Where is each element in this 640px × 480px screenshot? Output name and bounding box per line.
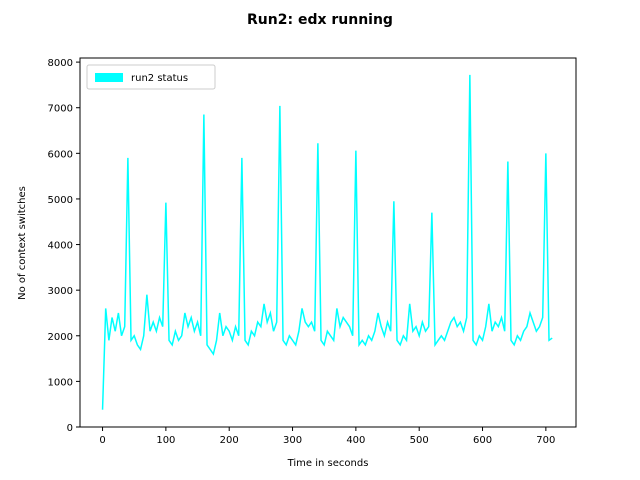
x-tick-label: 200 (220, 435, 239, 446)
x-tick-label: 300 (283, 435, 302, 446)
legend-box (86, 64, 216, 90)
y-tick-label: 6000 (48, 149, 73, 160)
axes-frame (79, 57, 577, 428)
x-axis-label: Time in seconds (287, 458, 369, 469)
y-tick-label: 1000 (48, 377, 73, 388)
x-tick-label: 500 (410, 435, 429, 446)
y-tick-label: 7000 (48, 104, 73, 115)
y-axis-label: No of context switches (17, 186, 28, 300)
x-tick-label: 600 (473, 435, 492, 446)
y-tick-label: 3000 (48, 286, 73, 297)
chart-title: Run2: edx running (247, 12, 393, 28)
x-tick-label: 0 (99, 435, 105, 446)
y-tick-label: 8000 (48, 58, 73, 69)
x-tick-label: 400 (346, 435, 365, 446)
y-tick-label: 5000 (48, 195, 73, 206)
x-tick-label: 100 (156, 435, 175, 446)
legend-swatch (95, 73, 123, 82)
legend-label: run2 status (131, 73, 188, 84)
y-tick-label: 4000 (48, 241, 73, 252)
y-tick-label: 2000 (48, 332, 73, 343)
x-tick-label: 700 (536, 435, 555, 446)
data-line (101, 74, 553, 410)
y-tick-label: 0 (67, 423, 73, 434)
